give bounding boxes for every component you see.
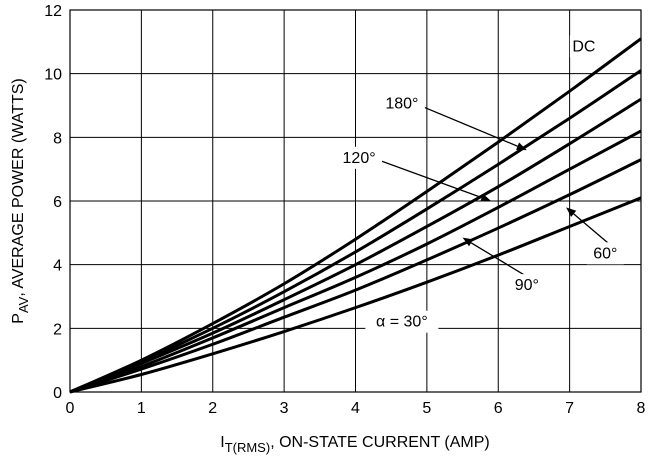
series-line-120 <box>69 97 642 394</box>
x-tick-label-1: 1 <box>137 400 146 417</box>
annotation-120: 120° <box>336 146 492 202</box>
annotation-background-60 <box>586 242 624 265</box>
x-tick-label-2: 2 <box>208 400 217 417</box>
series-curves <box>69 37 642 394</box>
x-tick-label-5: 5 <box>422 400 431 417</box>
annotation-arrowhead-60 <box>566 207 577 217</box>
annotation-arrow-120 <box>374 158 482 199</box>
annotation-arrowhead-120 <box>480 193 492 202</box>
annotation-arrowhead-180 <box>516 142 527 151</box>
annotation-background-180 <box>378 92 425 115</box>
x-tick-label-8: 8 <box>637 400 646 417</box>
y-tick-label-10: 10 <box>44 67 62 84</box>
y-tick-label-12: 12 <box>44 3 62 20</box>
plot-frame <box>69 9 642 393</box>
annotations: DC 180° 120° 90° 60° α = 30° <box>336 35 624 333</box>
annotation-label-90: 90° <box>515 277 539 294</box>
y-tick-label-8: 8 <box>53 130 62 147</box>
x-tick-label-7: 7 <box>565 400 574 417</box>
x-axis-label-sub: T(RMS) <box>225 440 271 455</box>
series-line-90 <box>69 129 642 394</box>
annotation-label-180: 180° <box>385 96 418 113</box>
y-tick-label-2: 2 <box>53 321 62 338</box>
x-axis-label: IT(RMS), ON-STATE CURRENT (AMP) <box>220 434 490 455</box>
annotation-label-120: 120° <box>343 150 376 167</box>
y-tick-label-6: 6 <box>53 194 62 211</box>
annotation-label-60: 60° <box>593 245 617 262</box>
y-tick-label-4: 4 <box>53 258 62 275</box>
x-tick-label-4: 4 <box>351 400 360 417</box>
annotation-arrowhead-90 <box>462 237 474 247</box>
annotation-30: α = 30° <box>365 310 439 333</box>
annotation-180: 180° <box>378 92 527 151</box>
y-axis-label-main: P <box>10 313 27 324</box>
annotation-arrow-180 <box>417 104 518 147</box>
annotation-label-30: α = 30° <box>376 314 428 331</box>
annotation-background-30 <box>365 310 439 333</box>
x-axis-label-main: I <box>220 434 224 451</box>
y-axis-label: PAV, AVERAGE POWER (WATTS) <box>10 78 31 323</box>
x-tick-label-0: 0 <box>66 400 75 417</box>
annotation-60: 60° <box>566 207 624 265</box>
y-tick-label-0: 0 <box>53 385 62 402</box>
annotation-background-90 <box>508 274 546 297</box>
series-line-30 <box>69 196 642 394</box>
series-line-dc <box>69 37 642 394</box>
annotation-background-120 <box>336 146 383 169</box>
grid <box>69 9 642 393</box>
y-axis-label-rest: , AVERAGE POWER (WATTS) <box>10 78 27 296</box>
series-line-60 <box>69 158 642 394</box>
x-tick-label-6: 6 <box>494 400 503 417</box>
x-axis-label-rest: , ON-STATE CURRENT (AMP) <box>270 434 490 451</box>
annotation-dc: DC <box>569 35 598 58</box>
annotation-label-dc: DC <box>572 38 595 55</box>
x-tick-label-3: 3 <box>280 400 289 417</box>
annotation-90: 90° <box>462 237 546 297</box>
annotation-background-dc <box>569 35 598 58</box>
series-line-180 <box>69 69 642 394</box>
y-axis-label-sub: AV <box>16 296 31 313</box>
